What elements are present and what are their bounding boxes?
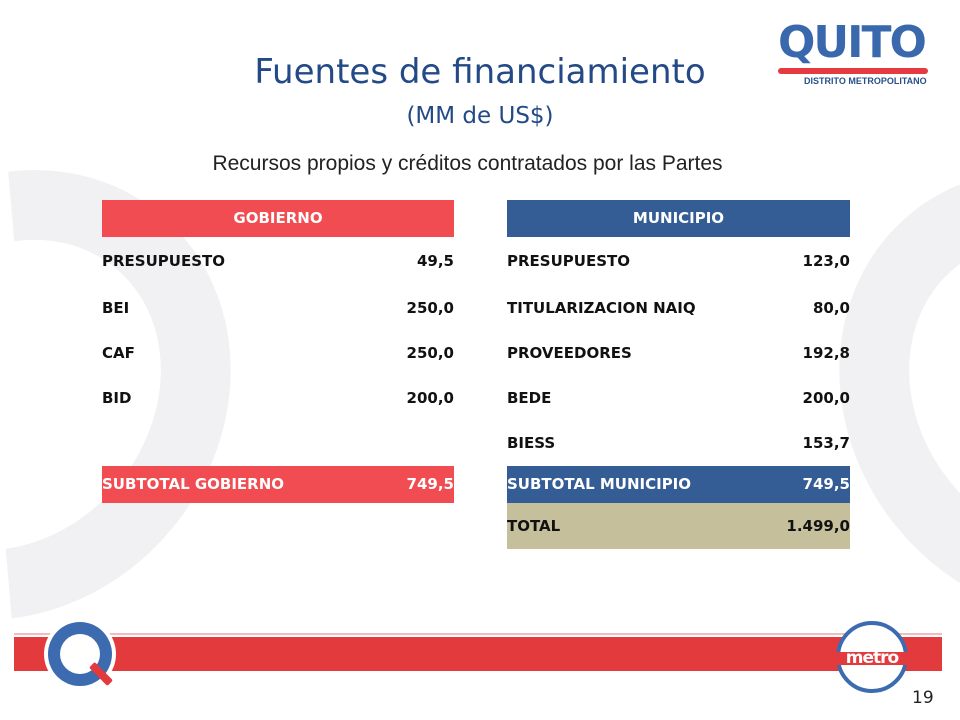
metro-label: metro	[845, 648, 899, 668]
subtotal-value: 749,5	[802, 475, 850, 493]
row-label: PRESUPUESTO	[507, 252, 630, 270]
table-row: BID 200,0	[102, 376, 454, 421]
row-value: 250,0	[406, 299, 454, 317]
table-row: PRESUPUESTO 49,5	[102, 237, 454, 286]
row-label: BIESS	[507, 434, 556, 452]
quito-logo-caption: DISTRITO METROPOLITANO	[804, 76, 927, 86]
quito-logo-word: QUITO	[778, 17, 927, 68]
total-label: TOTAL	[507, 517, 561, 535]
table-row: PRESUPUESTO 123,0	[507, 237, 850, 286]
row-label: PROVEEDORES	[507, 344, 632, 362]
slide-subtitle: Recursos propios y créditos contratados …	[212, 152, 723, 175]
row-label: BID	[102, 389, 132, 407]
subtotal-label: SUBTOTAL GOBIERNO	[102, 475, 285, 493]
empty-row	[102, 421, 454, 466]
total-row: TOTAL 1.499,0	[507, 503, 850, 549]
page-number: 19	[912, 688, 934, 708]
table-row: BIESS 153,7	[507, 421, 850, 466]
table-row: TITULARIZACION NAIQ 80,0	[507, 286, 850, 331]
subtotal-value: 749,5	[406, 475, 454, 493]
footer-band	[14, 637, 942, 671]
quito-q-icon	[44, 618, 116, 690]
quito-logo: QUITO DISTRITO METROPOLITANO	[778, 18, 946, 94]
row-value: 192,8	[802, 344, 850, 362]
row-label: TITULARIZACION NAIQ	[507, 299, 696, 317]
row-value: 250,0	[406, 344, 454, 362]
row-value: 123,0	[802, 252, 850, 270]
row-label: PRESUPUESTO	[102, 252, 225, 270]
row-value: 49,5	[416, 252, 454, 270]
row-value: 153,7	[802, 434, 850, 452]
row-label: CAF	[102, 344, 135, 362]
quito-logo-swoosh	[778, 68, 928, 74]
gobierno-subtotal-row: SUBTOTAL GOBIERNO 749,5	[102, 466, 454, 503]
municipio-header: MUNICIPIO	[507, 200, 850, 237]
slide-title: Fuentes de financiamiento	[254, 52, 706, 92]
municipio-table: MUNICIPIO PRESUPUESTO 123,0 TITULARIZACI…	[507, 200, 850, 549]
metro-logo-icon: metro	[836, 621, 908, 693]
row-value: 80,0	[812, 299, 850, 317]
footer-band-shadow	[14, 633, 942, 635]
table-row: BEDE 200,0	[507, 376, 850, 421]
gobierno-table: GOBIERNO PRESUPUESTO 49,5 BEI 250,0 CAF …	[102, 200, 454, 503]
slide-title-units: (MM de US$)	[406, 103, 554, 129]
municipio-subtotal-row: SUBTOTAL MUNICIPIO 749,5	[507, 466, 850, 503]
table-row: BEI 250,0	[102, 286, 454, 331]
row-label: BEI	[102, 299, 130, 317]
row-value: 200,0	[406, 389, 454, 407]
total-value: 1.499,0	[786, 517, 850, 535]
gobierno-header: GOBIERNO	[102, 200, 454, 237]
subtotal-label: SUBTOTAL MUNICIPIO	[507, 475, 692, 493]
table-row: CAF 250,0	[102, 331, 454, 376]
table-row: PROVEEDORES 192,8	[507, 331, 850, 376]
row-label: BEDE	[507, 389, 552, 407]
row-value: 200,0	[802, 389, 850, 407]
